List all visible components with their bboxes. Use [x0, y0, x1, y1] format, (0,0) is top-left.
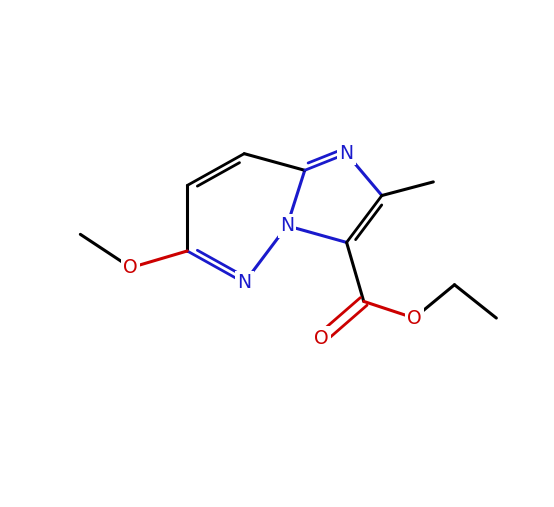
Text: N: N: [340, 144, 353, 163]
Text: N: N: [237, 273, 252, 292]
Text: N: N: [280, 216, 294, 235]
Text: O: O: [314, 329, 329, 348]
Text: O: O: [124, 258, 138, 277]
Text: O: O: [407, 309, 422, 328]
